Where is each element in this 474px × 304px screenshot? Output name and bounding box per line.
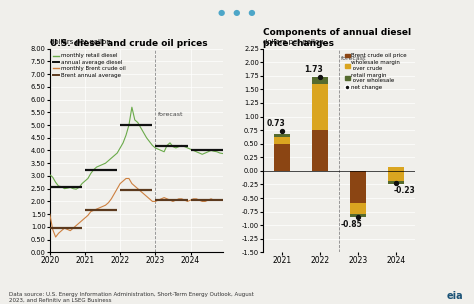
Text: ●   ●   ●: ● ● ● (218, 8, 256, 17)
Text: Components of annual diesel
price changes: Components of annual diesel price change… (263, 29, 411, 48)
Text: dollars per gallon: dollars per gallon (263, 39, 324, 45)
Bar (388, 181, 404, 185)
Bar (312, 84, 328, 130)
Legend: Brent crude oil price, wholesale margin
 over crude, retail margin
 over wholesa: Brent crude oil price, wholesale margin … (345, 54, 407, 90)
Text: 0.73: 0.73 (266, 119, 285, 129)
Point (316, 74, 324, 79)
Text: eia: eia (447, 291, 464, 301)
Bar (388, 167, 404, 171)
Text: forecast: forecast (341, 56, 366, 60)
Text: 1.73: 1.73 (304, 65, 323, 74)
Bar (274, 134, 290, 144)
Legend: monthly retail diesel, annual average diesel, monthly Brent crude oil, Brent ann: monthly retail diesel, annual average di… (53, 54, 126, 78)
Point (354, 215, 362, 219)
Text: U.S. diesel and crude oil prices: U.S. diesel and crude oil prices (50, 39, 208, 48)
Bar (274, 144, 290, 171)
Bar (312, 78, 328, 84)
Bar (388, 167, 404, 181)
Text: -0.23: -0.23 (393, 186, 415, 195)
Text: -0.85: -0.85 (341, 220, 363, 229)
Bar (350, 171, 366, 203)
Bar (312, 130, 328, 171)
Point (278, 129, 286, 134)
Bar (350, 203, 366, 214)
Bar (274, 134, 290, 136)
Text: dollars per gallon: dollars per gallon (50, 39, 110, 45)
Text: forecast: forecast (158, 112, 183, 117)
Point (392, 181, 400, 186)
Text: Data source: U.S. Energy Information Administration, Short-Term Energy Outlook, : Data source: U.S. Energy Information Adm… (9, 292, 254, 302)
Bar (350, 214, 366, 217)
